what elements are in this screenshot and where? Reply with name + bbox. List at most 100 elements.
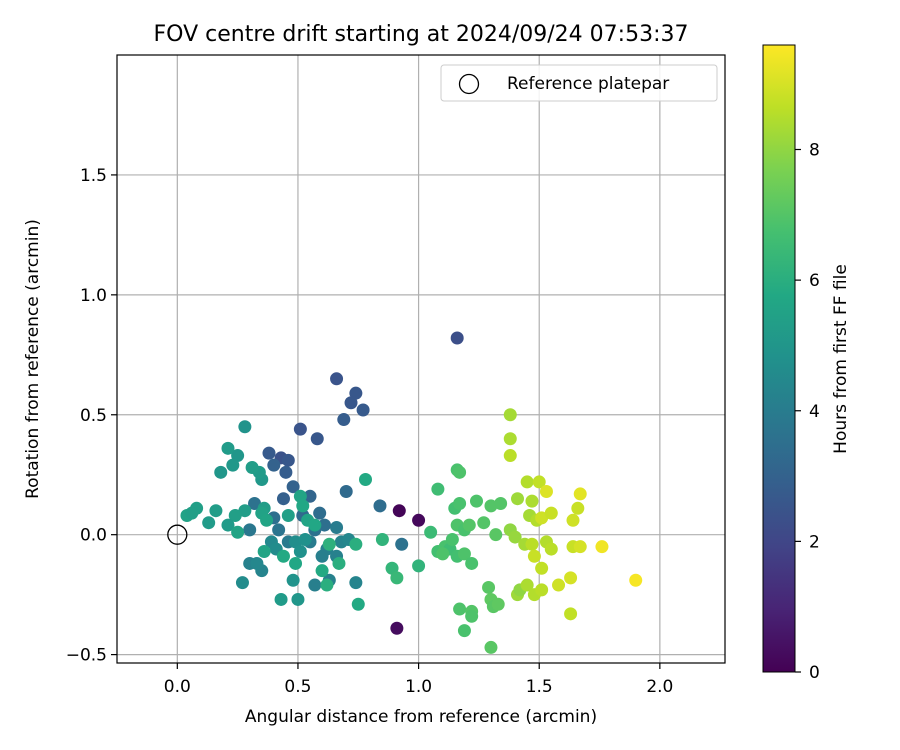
data-point (238, 420, 252, 434)
data-point (450, 331, 464, 345)
y-tick-label: 0.5 (80, 406, 107, 426)
data-point (453, 465, 467, 479)
legend-reference-marker (458, 73, 480, 95)
y-tick-label: 1.5 (80, 166, 107, 186)
data-point (395, 537, 409, 551)
chart-title: FOV centre drift starting at 2024/09/24 … (154, 22, 689, 47)
data-point (349, 537, 363, 551)
data-point (375, 532, 389, 546)
data-point (539, 485, 553, 499)
data-point (279, 465, 293, 479)
colorbar-tick-label: 6 (809, 271, 820, 291)
data-point (465, 556, 479, 570)
data-point (231, 449, 245, 463)
data-point (330, 372, 344, 386)
data-point (525, 537, 539, 551)
data-point (520, 578, 534, 592)
data-point (267, 458, 281, 472)
legend-entry-reference: Reference platepar (507, 74, 669, 94)
data-point (453, 602, 467, 616)
data-point (491, 597, 505, 611)
data-point (276, 492, 290, 506)
data-point (453, 497, 467, 511)
data-point (564, 571, 578, 585)
data-point (573, 540, 587, 554)
data-point (564, 607, 578, 621)
data-point (303, 489, 317, 503)
data-point (286, 480, 300, 494)
data-point (185, 506, 199, 520)
data-point (330, 520, 344, 534)
colorbar-ticks: 0 2 4 6 8 (795, 141, 820, 683)
colorbar-tick-label: 2 (809, 532, 820, 552)
data-point (390, 621, 404, 635)
data-point (320, 578, 334, 592)
data-point (482, 580, 496, 594)
colorbar-tick-label: 8 (809, 141, 820, 161)
data-point (228, 508, 242, 522)
data-point (484, 640, 498, 654)
data-point (503, 408, 517, 422)
reference-platepar-marker (167, 524, 188, 545)
data-point (571, 501, 585, 515)
data-point (525, 494, 539, 508)
data-point (214, 465, 228, 479)
data-point (317, 518, 331, 532)
y-tick-label: −0.5 (66, 646, 107, 666)
data-point (457, 624, 471, 638)
data-point (310, 432, 324, 446)
data-point (344, 396, 358, 410)
x-tick-label: 1.0 (405, 677, 432, 697)
colorbar-label: Hours from first FF file (831, 264, 851, 454)
data-point (298, 532, 312, 546)
data-point (315, 549, 329, 563)
x-tick-label: 0.5 (284, 677, 311, 697)
data-point (221, 518, 235, 532)
data-point (332, 556, 346, 570)
data-point (339, 485, 353, 499)
data-point (308, 578, 322, 592)
plot-area-frame (116, 54, 726, 664)
colorbar-tick-label: 4 (809, 402, 820, 422)
data-point (231, 525, 245, 539)
data-point (511, 492, 525, 506)
x-tick-label: 1.5 (526, 677, 553, 697)
data-point (469, 494, 483, 508)
data-point (221, 441, 235, 455)
data-point (322, 537, 336, 551)
data-point (494, 497, 508, 511)
x-tick-label: 2.0 (646, 677, 673, 697)
data-point (373, 499, 387, 513)
data-point (351, 597, 365, 611)
y-axis-label: Rotation from reference (arcmin) (23, 219, 43, 499)
data-point (293, 422, 307, 436)
data-point (209, 504, 223, 518)
data-point (248, 497, 262, 511)
legend: Reference platepar (440, 64, 718, 102)
grid (117, 55, 725, 663)
x-axis-ticks: 0.0 0.5 1.0 1.5 2.0 (164, 663, 673, 697)
data-point (503, 449, 517, 463)
data-point (349, 386, 363, 400)
data-point (445, 532, 459, 546)
data-point (315, 564, 329, 578)
data-point (272, 523, 286, 537)
data-point (489, 528, 503, 542)
data-point (535, 583, 549, 597)
data-point (289, 556, 303, 570)
data-point (544, 542, 558, 556)
data-point (245, 461, 259, 475)
data-point (238, 504, 252, 518)
data-point (477, 516, 491, 530)
data-point (412, 559, 426, 573)
data-point (508, 530, 522, 544)
data-point (308, 518, 322, 532)
data-point (629, 573, 643, 587)
data-point (257, 544, 271, 558)
data-point (465, 609, 479, 623)
legend-box (440, 64, 718, 102)
data-point (260, 513, 274, 527)
data-point (544, 506, 558, 520)
data-point (527, 549, 541, 563)
